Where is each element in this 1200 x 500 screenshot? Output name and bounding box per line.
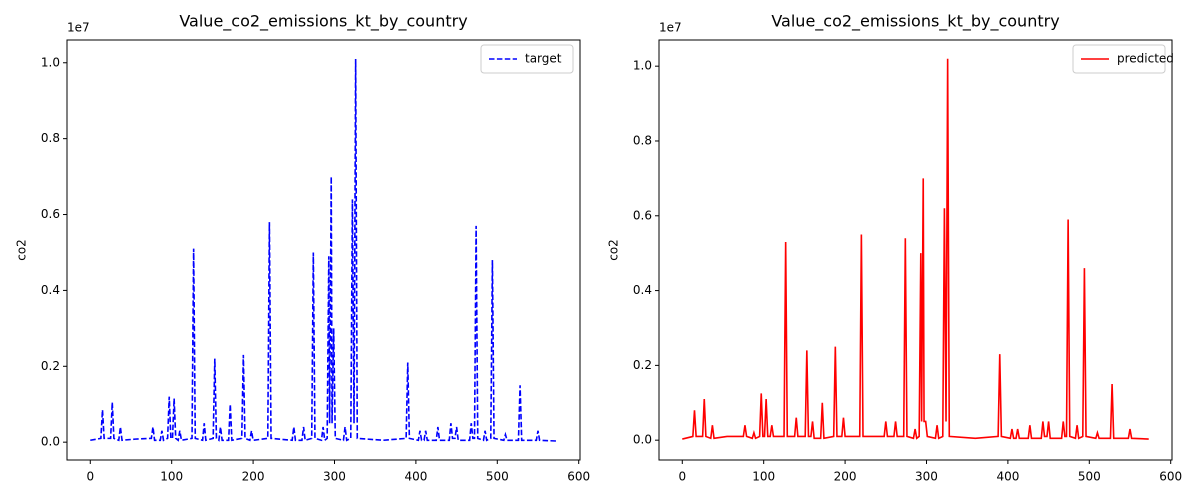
- x-tick-label: 200: [242, 470, 265, 484]
- y-tick-label: 0.4: [633, 283, 652, 297]
- x-tick-label: 0: [678, 470, 686, 484]
- y-tick-label: 0.0: [41, 435, 60, 449]
- y-tick-label: 0.8: [633, 133, 652, 147]
- x-tick-label: 100: [160, 470, 183, 484]
- x-tick-label: 500: [1078, 470, 1101, 484]
- y-tick-label: 1.0: [41, 55, 60, 69]
- x-tick-label: 400: [404, 470, 427, 484]
- y-axis-label: co2: [607, 239, 621, 261]
- legend-label: target: [525, 52, 562, 66]
- legend-box: [480, 44, 574, 74]
- y-tick-label: 1.0: [633, 59, 652, 73]
- y-offset-label: 1e7: [659, 21, 682, 35]
- legend-label: predicted: [1117, 52, 1174, 66]
- x-tick-label: 200: [834, 470, 857, 484]
- chart-title: Value_co2_emissions_kt_by_country: [179, 12, 467, 32]
- y-tick-label: 0.6: [633, 208, 652, 222]
- data-line: [682, 58, 1149, 440]
- y-tick-label: 0.4: [41, 283, 60, 297]
- plot-frame: [658, 39, 1173, 461]
- x-tick-label: 300: [915, 470, 938, 484]
- x-tick-label: 300: [323, 470, 346, 484]
- y-tick-label: 0.0: [633, 433, 652, 447]
- y-tick-label: 0.6: [41, 207, 60, 221]
- y-offset-label: 1e7: [67, 21, 90, 35]
- y-axis-label: co2: [15, 239, 29, 261]
- x-tick-label: 0: [86, 470, 94, 484]
- x-tick-label: 100: [752, 470, 775, 484]
- legend-box: [1072, 44, 1166, 74]
- x-tick-label: 600: [1159, 470, 1182, 484]
- y-tick-label: 0.2: [41, 359, 60, 373]
- data-line: [90, 58, 557, 442]
- plot-frame: [66, 39, 581, 461]
- y-tick-label: 0.2: [633, 358, 652, 372]
- y-tick-label: 0.8: [41, 131, 60, 145]
- x-tick-label: 400: [996, 470, 1019, 484]
- x-tick-label: 600: [567, 470, 590, 484]
- x-tick-label: 500: [486, 470, 509, 484]
- chart-title: Value_co2_emissions_kt_by_country: [771, 12, 1059, 32]
